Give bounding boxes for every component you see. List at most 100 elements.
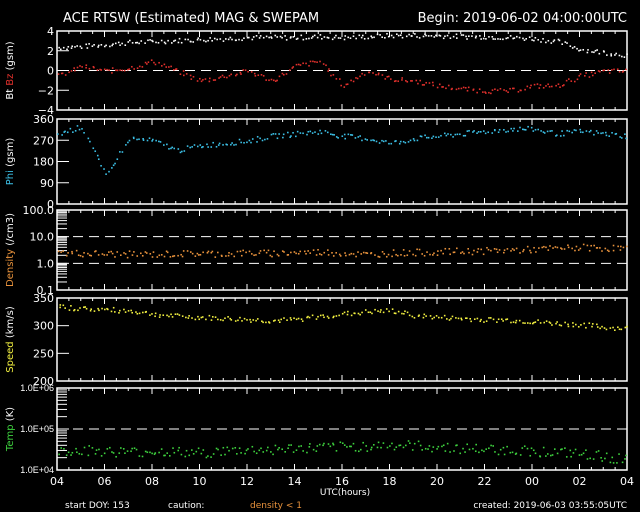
data-point [591,74,594,77]
data-point [515,247,518,250]
panel-mag: 4 2 0 −2 −4 Bt Bz (gsm) [5,25,628,117]
data-point [350,134,352,136]
data-point [401,77,403,79]
data-point [170,42,173,44]
data-point [189,146,192,149]
data-point [325,64,327,67]
data-point [404,141,407,144]
data-point [262,321,264,324]
data-point [196,145,199,148]
data-point [589,457,591,460]
data-point [83,131,85,134]
data-point [401,79,403,81]
data-point [333,315,335,318]
data-point [490,249,492,252]
data-point [289,37,292,39]
data-point [452,251,455,254]
data-point [532,321,535,324]
data-point [243,142,245,144]
data-point [200,452,203,455]
data-point [268,36,270,39]
data-point [556,452,559,455]
data-point [519,126,521,129]
data-point [171,146,174,149]
data-point [70,454,72,456]
data-point [248,36,250,39]
data-point [206,251,209,254]
data-point [99,68,101,71]
data-point [307,315,309,318]
data-point [281,36,283,39]
y-tick-label: 1.0E+04 [20,465,54,475]
data-point [441,445,443,448]
data-point [226,446,229,449]
data-point [522,128,524,131]
data-point [255,34,258,37]
data-point [459,452,462,455]
data-point [534,36,537,39]
data-point [496,321,498,323]
data-point [563,134,565,137]
data-point [450,317,452,320]
y-tick-label: −2 [38,84,54,97]
data-point [176,313,179,315]
data-point [189,74,192,77]
data-point [399,34,402,37]
data-point [103,452,106,455]
data-point [510,127,513,130]
data-point [497,131,500,134]
data-point [533,246,535,249]
data-point [593,244,595,247]
data-point [564,41,567,43]
data-point [273,250,275,253]
data-point [456,37,458,39]
data-point [317,133,320,135]
data-point [211,316,214,318]
data-point [461,251,464,253]
data-point [199,253,202,256]
data-point [272,320,275,322]
data-point [491,132,494,134]
data-point [184,455,187,458]
data-point [479,131,482,133]
data-point [192,41,195,43]
data-point [469,318,472,320]
data-point [95,449,98,451]
data-point [579,128,582,131]
data-point [309,60,312,63]
data-point [523,39,526,41]
data-point [600,132,602,135]
data-point [372,139,374,141]
data-point [592,458,595,460]
data-point [561,248,563,250]
data-point [591,325,593,328]
data-point [488,447,490,450]
data-point [406,254,409,257]
data-point [433,36,436,38]
data-point [417,315,420,317]
data-point [530,251,532,254]
data-point [96,69,99,71]
data-point [194,255,197,257]
data-point [60,447,62,449]
data-point [235,39,237,41]
data-point [160,39,163,42]
data-point [555,135,557,137]
data-point [359,75,361,78]
data-point [406,80,409,83]
data-point [561,43,564,45]
data-point [512,130,514,132]
data-point [287,447,289,450]
data-point [94,150,97,153]
data-point [569,449,572,452]
data-point [455,33,458,36]
data-point [118,452,121,454]
data-point [360,253,363,255]
data-point [559,86,561,88]
data-point [444,450,447,452]
data-point [539,84,542,86]
data-point [245,251,247,254]
data-point [435,315,438,317]
data-point [355,77,357,79]
data-point [615,52,618,55]
